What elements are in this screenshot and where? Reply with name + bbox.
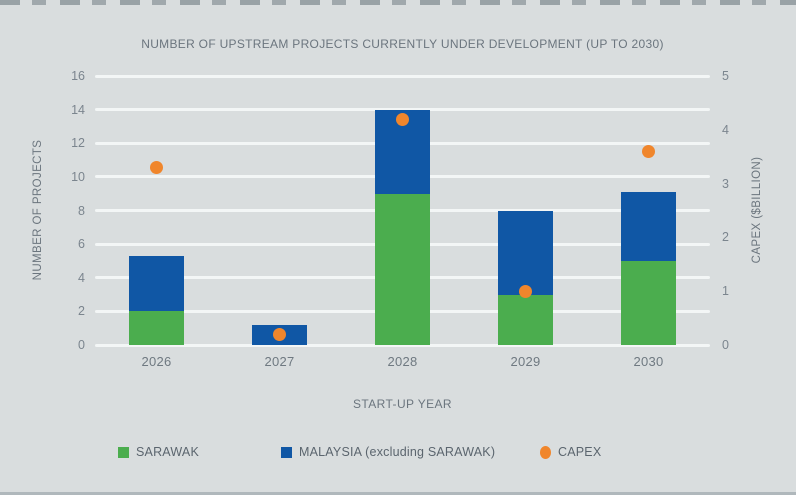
right-tick-label: 3 — [722, 176, 729, 191]
left-tick-label: 16 — [71, 69, 85, 83]
x-tick-label: 2028 — [387, 354, 418, 369]
bar-segment-malaysia-2030 — [621, 192, 676, 261]
malaysia-swatch-icon — [281, 446, 292, 458]
capex-dot-2026 — [150, 160, 163, 174]
left-tick-label: 0 — [78, 338, 85, 352]
left-tick-label: 6 — [78, 237, 85, 252]
right-tick-label: 5 — [722, 69, 729, 83]
left-tick-label: 4 — [78, 270, 85, 285]
legend-item-capex: CAPEX — [540, 444, 601, 460]
legend-item-sarawak: SARAWAK — [118, 444, 199, 460]
x-axis-title: START-UP YEAR — [352, 397, 452, 411]
legend: SARAWAK MALAYSIA (excluding SARAWAK) CAP… — [0, 444, 796, 460]
x-tick-label: 2029 — [510, 354, 541, 369]
bar-segment-sarawak-2030 — [621, 260, 676, 345]
legend-label: SARAWAK — [136, 445, 199, 459]
bar-segment-sarawak-2028 — [375, 193, 430, 345]
chart-title: NUMBER OF UPSTREAM PROJECTS CURRENTLY UN… — [141, 37, 664, 51]
legend-item-malaysia: MALAYSIA (excluding SARAWAK) — [281, 444, 495, 460]
left-tick-label: 14 — [71, 102, 85, 117]
bar-segment-malaysia-2026 — [129, 255, 184, 312]
bar-segment-malaysia-2029 — [498, 210, 553, 295]
right-tick-label: 4 — [722, 122, 729, 137]
gridline — [95, 74, 710, 78]
right-axis-title: CAPEX ($BILLION) — [751, 156, 763, 264]
capex-dot-2028 — [396, 112, 409, 126]
right-tick-label: 1 — [722, 284, 729, 299]
capex-dot-2029 — [519, 284, 532, 298]
x-tick-label: 2027 — [264, 354, 295, 369]
x-tick-label: 2026 — [141, 354, 172, 369]
plot-area — [95, 74, 710, 347]
legend-label: CAPEX — [558, 445, 602, 459]
left-tick-label: 10 — [71, 169, 85, 184]
top-edge-cropped-text — [0, 0, 796, 5]
left-tick-label: 8 — [78, 203, 85, 218]
capex-dot-2030 — [642, 144, 655, 158]
bottom-edge-crop — [0, 492, 796, 495]
left-tick-label: 12 — [71, 136, 85, 151]
bar-segment-sarawak-2029 — [498, 294, 553, 345]
capex-dot-2027 — [273, 327, 286, 341]
bar-segment-sarawak-2026 — [129, 311, 184, 345]
left-tick-label: 2 — [78, 304, 85, 319]
sarawak-swatch-icon — [118, 446, 129, 458]
legend-label: MALAYSIA (excluding SARAWAK) — [299, 445, 496, 459]
right-tick-label: 0 — [722, 338, 729, 352]
gridline — [95, 343, 710, 347]
right-tick-label: 2 — [722, 230, 729, 245]
capex-swatch-icon — [540, 445, 551, 459]
x-tick-label: 2030 — [633, 354, 664, 369]
